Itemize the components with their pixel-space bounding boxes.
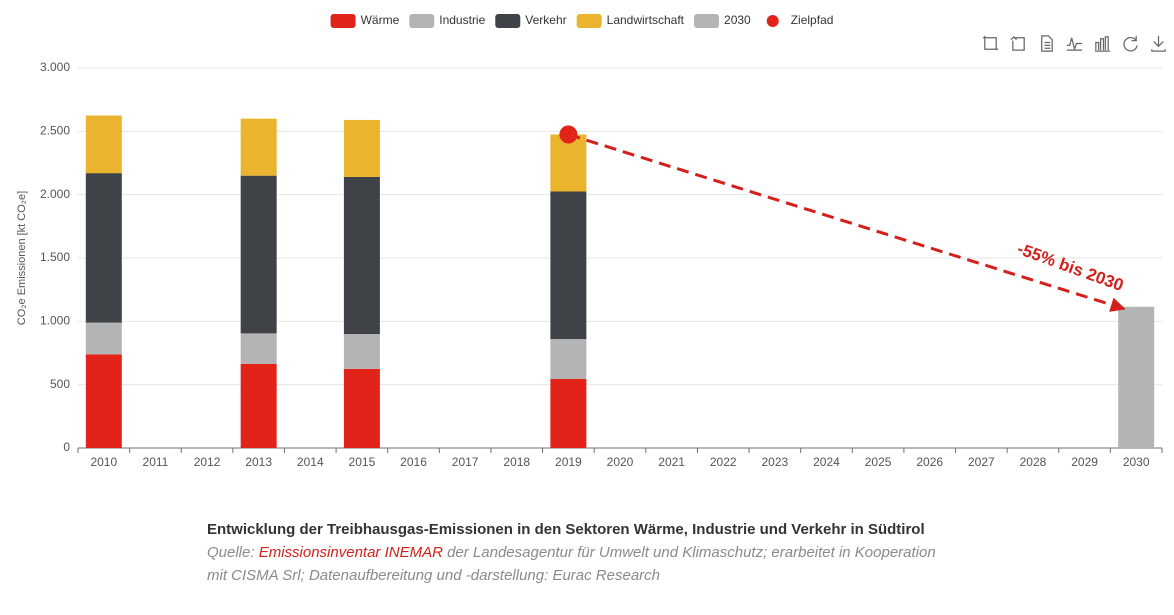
bar-segment xyxy=(550,191,587,340)
y-tick-label: 3.000 xyxy=(40,60,70,74)
bar-segment xyxy=(85,354,122,448)
x-tick-label: 2020 xyxy=(607,455,634,469)
target-arrow xyxy=(567,133,1126,312)
zoom-reset-tool[interactable] xyxy=(1009,34,1028,53)
y-tick-label: 1.500 xyxy=(40,250,70,264)
restore-tool[interactable] xyxy=(1121,34,1140,53)
bar-segment xyxy=(240,333,277,364)
x-tick-label: 2023 xyxy=(762,455,789,469)
x-tick-label: 2015 xyxy=(349,455,376,469)
bar-segment xyxy=(343,119,380,177)
bar-tool[interactable] xyxy=(1093,34,1112,53)
legend-marker xyxy=(576,14,602,28)
y-tick-label: 2.500 xyxy=(40,124,70,138)
x-tick-label: 2021 xyxy=(658,455,685,469)
x-tick-label: 2012 xyxy=(194,455,221,469)
source-prefix: Quelle: xyxy=(207,544,259,561)
bar-segment xyxy=(343,368,380,448)
bar-segment xyxy=(240,175,277,334)
y-tick-label: 500 xyxy=(50,377,70,391)
x-tick-label: 2016 xyxy=(400,455,427,469)
legend-label: Wärme xyxy=(361,13,400,27)
x-tick-label: 2029 xyxy=(1071,455,1098,469)
bar-segment xyxy=(85,173,122,323)
x-tick-label: 2030 xyxy=(1123,455,1150,469)
bar-segment xyxy=(1118,306,1155,448)
bar-segment xyxy=(85,322,122,355)
x-tick-label: 2013 xyxy=(245,455,272,469)
y-axis-label: CO₂e Emissionen [kt CO₂e] xyxy=(16,191,28,325)
y-tick-label: 2.000 xyxy=(40,187,70,201)
source-link[interactable]: Emissionsinventar INEMAR xyxy=(258,544,443,561)
source-rest: der Landesagentur für Umwelt und Klimasc… xyxy=(207,544,936,584)
line-tool[interactable] xyxy=(1065,34,1084,53)
caption-title: Entwicklung der Treibhausgas-Emissionen … xyxy=(207,521,925,538)
bar-segment xyxy=(550,378,587,448)
toolbox xyxy=(981,34,1168,53)
bar-segment xyxy=(240,118,277,176)
legend-marker xyxy=(495,14,521,28)
bar-segment xyxy=(343,176,380,334)
target-point xyxy=(559,125,578,144)
data-view-tool[interactable] xyxy=(1037,34,1056,53)
zoom-tool[interactable] xyxy=(981,34,1000,53)
bar-segment xyxy=(85,115,122,174)
legend-marker xyxy=(330,14,356,28)
x-tick-label: 2027 xyxy=(968,455,995,469)
y-tick-label: 1.000 xyxy=(40,314,70,328)
x-tick-label: 2028 xyxy=(1020,455,1047,469)
chart: CO₂e Emissionen [kt CO₂e] 0 500 1.000 1.500… xyxy=(16,13,1163,469)
x-tick-label: 2010 xyxy=(90,455,117,469)
x-tick-label: 2026 xyxy=(916,455,943,469)
x-tick-label: 2017 xyxy=(452,455,479,469)
y-tick-label: 0 xyxy=(63,440,70,454)
x-tick-label: 2011 xyxy=(143,455,169,469)
legend-label: Industrie xyxy=(439,13,485,27)
x-tick-label: 2019 xyxy=(555,455,582,469)
legend-label: Zielpfad xyxy=(791,13,834,27)
annotation: -55% bis 2030 xyxy=(1015,239,1126,295)
legend-marker xyxy=(766,15,779,27)
caption: Entwicklung der Treibhausgas-Emissionen … xyxy=(207,518,947,587)
bar-segment xyxy=(550,134,587,192)
legend-marker xyxy=(409,14,435,28)
x-tick-label: 2014 xyxy=(297,455,324,469)
x-tick-label: 2024 xyxy=(813,455,840,469)
legend-label: Landwirtschaft xyxy=(607,13,685,27)
caption-source: Quelle: Emissionsinventar INEMAR der Lan… xyxy=(207,541,947,587)
bar-segment xyxy=(343,334,380,369)
legend-label: Verkehr xyxy=(525,13,566,27)
legend-marker xyxy=(694,14,720,28)
bar-segment xyxy=(550,339,587,379)
save-tool[interactable] xyxy=(1149,34,1168,53)
x-tick-label: 2022 xyxy=(710,455,737,469)
bar-segment xyxy=(240,363,277,448)
legend-label: 2030 xyxy=(724,13,751,27)
x-tick-label: 2025 xyxy=(865,455,892,469)
x-tick-label: 2018 xyxy=(503,455,530,469)
